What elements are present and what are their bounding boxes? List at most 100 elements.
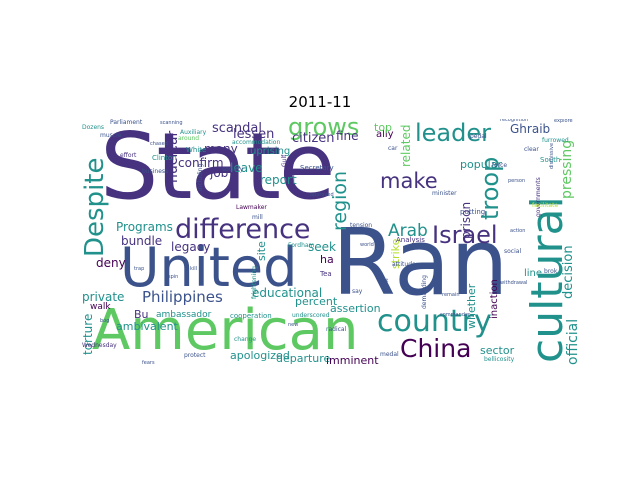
word-related: related: [399, 124, 413, 167]
word-change: change: [234, 336, 257, 343]
word-imminent: imminent: [326, 354, 379, 367]
word-muscle: muscle: [100, 132, 122, 139]
word-car: car: [388, 145, 398, 152]
word-around: around: [178, 135, 200, 142]
word-get: get: [380, 278, 389, 284]
word-popular: popular: [460, 158, 502, 171]
word-line: line: [524, 268, 543, 279]
word-country: country: [377, 304, 492, 339]
word-tea: Tea: [320, 270, 332, 278]
word-attitude: attitude: [392, 261, 416, 268]
word-bog: bog: [100, 318, 110, 324]
word-fordham: Fordham: [288, 242, 315, 249]
word-facilitate: facilitate: [532, 202, 559, 209]
word-south: South: [540, 156, 561, 164]
word-sector: sector: [480, 344, 515, 357]
word-many: many: [204, 142, 238, 156]
word-pedal: pedal: [470, 133, 487, 140]
word-educational: educational: [252, 286, 323, 300]
word-uprising: uprising: [250, 146, 291, 157]
word-scandal: scandal: [212, 121, 262, 136]
word-protect: protect: [184, 352, 206, 359]
word-inaction: inaction: [489, 279, 500, 319]
word-cooperation: cooperation: [230, 312, 272, 320]
word-person: person: [508, 178, 526, 184]
word-society: society: [222, 166, 244, 173]
word-make: make: [380, 169, 438, 193]
word-parliament: Parliament: [110, 119, 143, 126]
word-ambassador: ambassador: [156, 310, 212, 320]
word-citizen: citizen: [292, 131, 335, 146]
word-report: report: [260, 173, 297, 187]
word-including: including: [197, 163, 204, 191]
word-leader: leader: [415, 119, 492, 147]
word-new: new: [288, 322, 299, 328]
word-deny: deny: [96, 256, 126, 270]
word-whether: whether: [465, 283, 478, 329]
word-fears: fears: [142, 360, 155, 366]
word-trap: trap: [134, 266, 145, 272]
word-cloud: State Ran United American cultural count…: [80, 119, 578, 368]
word-ambivalent: ambivalent: [116, 320, 178, 333]
word-wednesday: Wednesday: [82, 342, 117, 349]
word-mill: mill: [252, 214, 263, 221]
word-fine: fine: [336, 129, 359, 143]
word-ally: ally: [376, 129, 394, 140]
word-despite: Despite: [80, 157, 110, 257]
word-governments: governments: [535, 177, 542, 217]
word-furrowed: furrowed: [542, 137, 569, 144]
word-force: force: [492, 162, 508, 169]
word-grows: grows: [288, 119, 360, 141]
word-tension: tension: [350, 222, 373, 229]
word-chased: chased: [150, 141, 168, 147]
word-legacy: legacy: [171, 240, 211, 254]
word-walk: walk: [90, 302, 111, 312]
word-ha: ha: [320, 253, 334, 266]
word-leave: leave: [230, 161, 263, 175]
word-spin: spin: [168, 274, 179, 280]
word-top: top: [374, 121, 393, 134]
word-say: say: [352, 288, 363, 295]
word-bellicosity: bellicosity: [484, 356, 515, 363]
word-region: region: [329, 170, 351, 231]
word-pressing: pressing: [559, 139, 575, 199]
word-social: social: [504, 248, 522, 255]
word-radical: radical: [326, 326, 347, 333]
word-white: White: [186, 146, 207, 154]
word-site: site: [255, 241, 268, 261]
word-recognition: recognition: [500, 119, 529, 123]
word-minister: minister: [432, 190, 457, 197]
word-apologized: apologized: [230, 349, 290, 362]
word-underscored: underscored: [292, 312, 330, 319]
word-clinton: Clinton: [152, 154, 177, 162]
word-dismissive: dismissive: [549, 142, 555, 169]
word-commander: commander: [440, 312, 471, 318]
figure-title: 2011-11: [288, 93, 352, 111]
word-approved: approved: [310, 192, 334, 198]
word-job: job: [210, 166, 229, 180]
word-action: action: [510, 228, 526, 234]
word-lawmaker: Lawmaker: [236, 204, 267, 211]
word-explore: explore: [554, 119, 573, 124]
word-china: China: [400, 334, 472, 363]
word-brok: brok: [544, 268, 558, 275]
word-secretary: Secretary: [300, 164, 334, 172]
word-analysis: Analysis: [396, 236, 425, 244]
word-departure: departure: [276, 352, 331, 365]
word-gulf: Gulf: [281, 154, 288, 167]
word-auxiliary: Auxiliary: [180, 129, 207, 136]
word-withdrawal: withdrawal: [500, 280, 528, 286]
word-decision: decision: [561, 245, 576, 299]
word-demanding: demanding: [421, 275, 428, 309]
word-putting: putting: [460, 208, 486, 216]
word-lessen: lessen: [233, 127, 275, 142]
word-medal: medal: [380, 351, 399, 358]
word-clear: clear: [524, 146, 539, 153]
word-bundle: bundle: [121, 234, 163, 248]
word-ghraib: Ghraib: [510, 122, 551, 136]
word-american: American: [92, 298, 359, 363]
word-effort: effort: [120, 152, 137, 159]
word-philippines: Philippines: [142, 288, 223, 306]
word-ran: Ran: [332, 209, 509, 316]
